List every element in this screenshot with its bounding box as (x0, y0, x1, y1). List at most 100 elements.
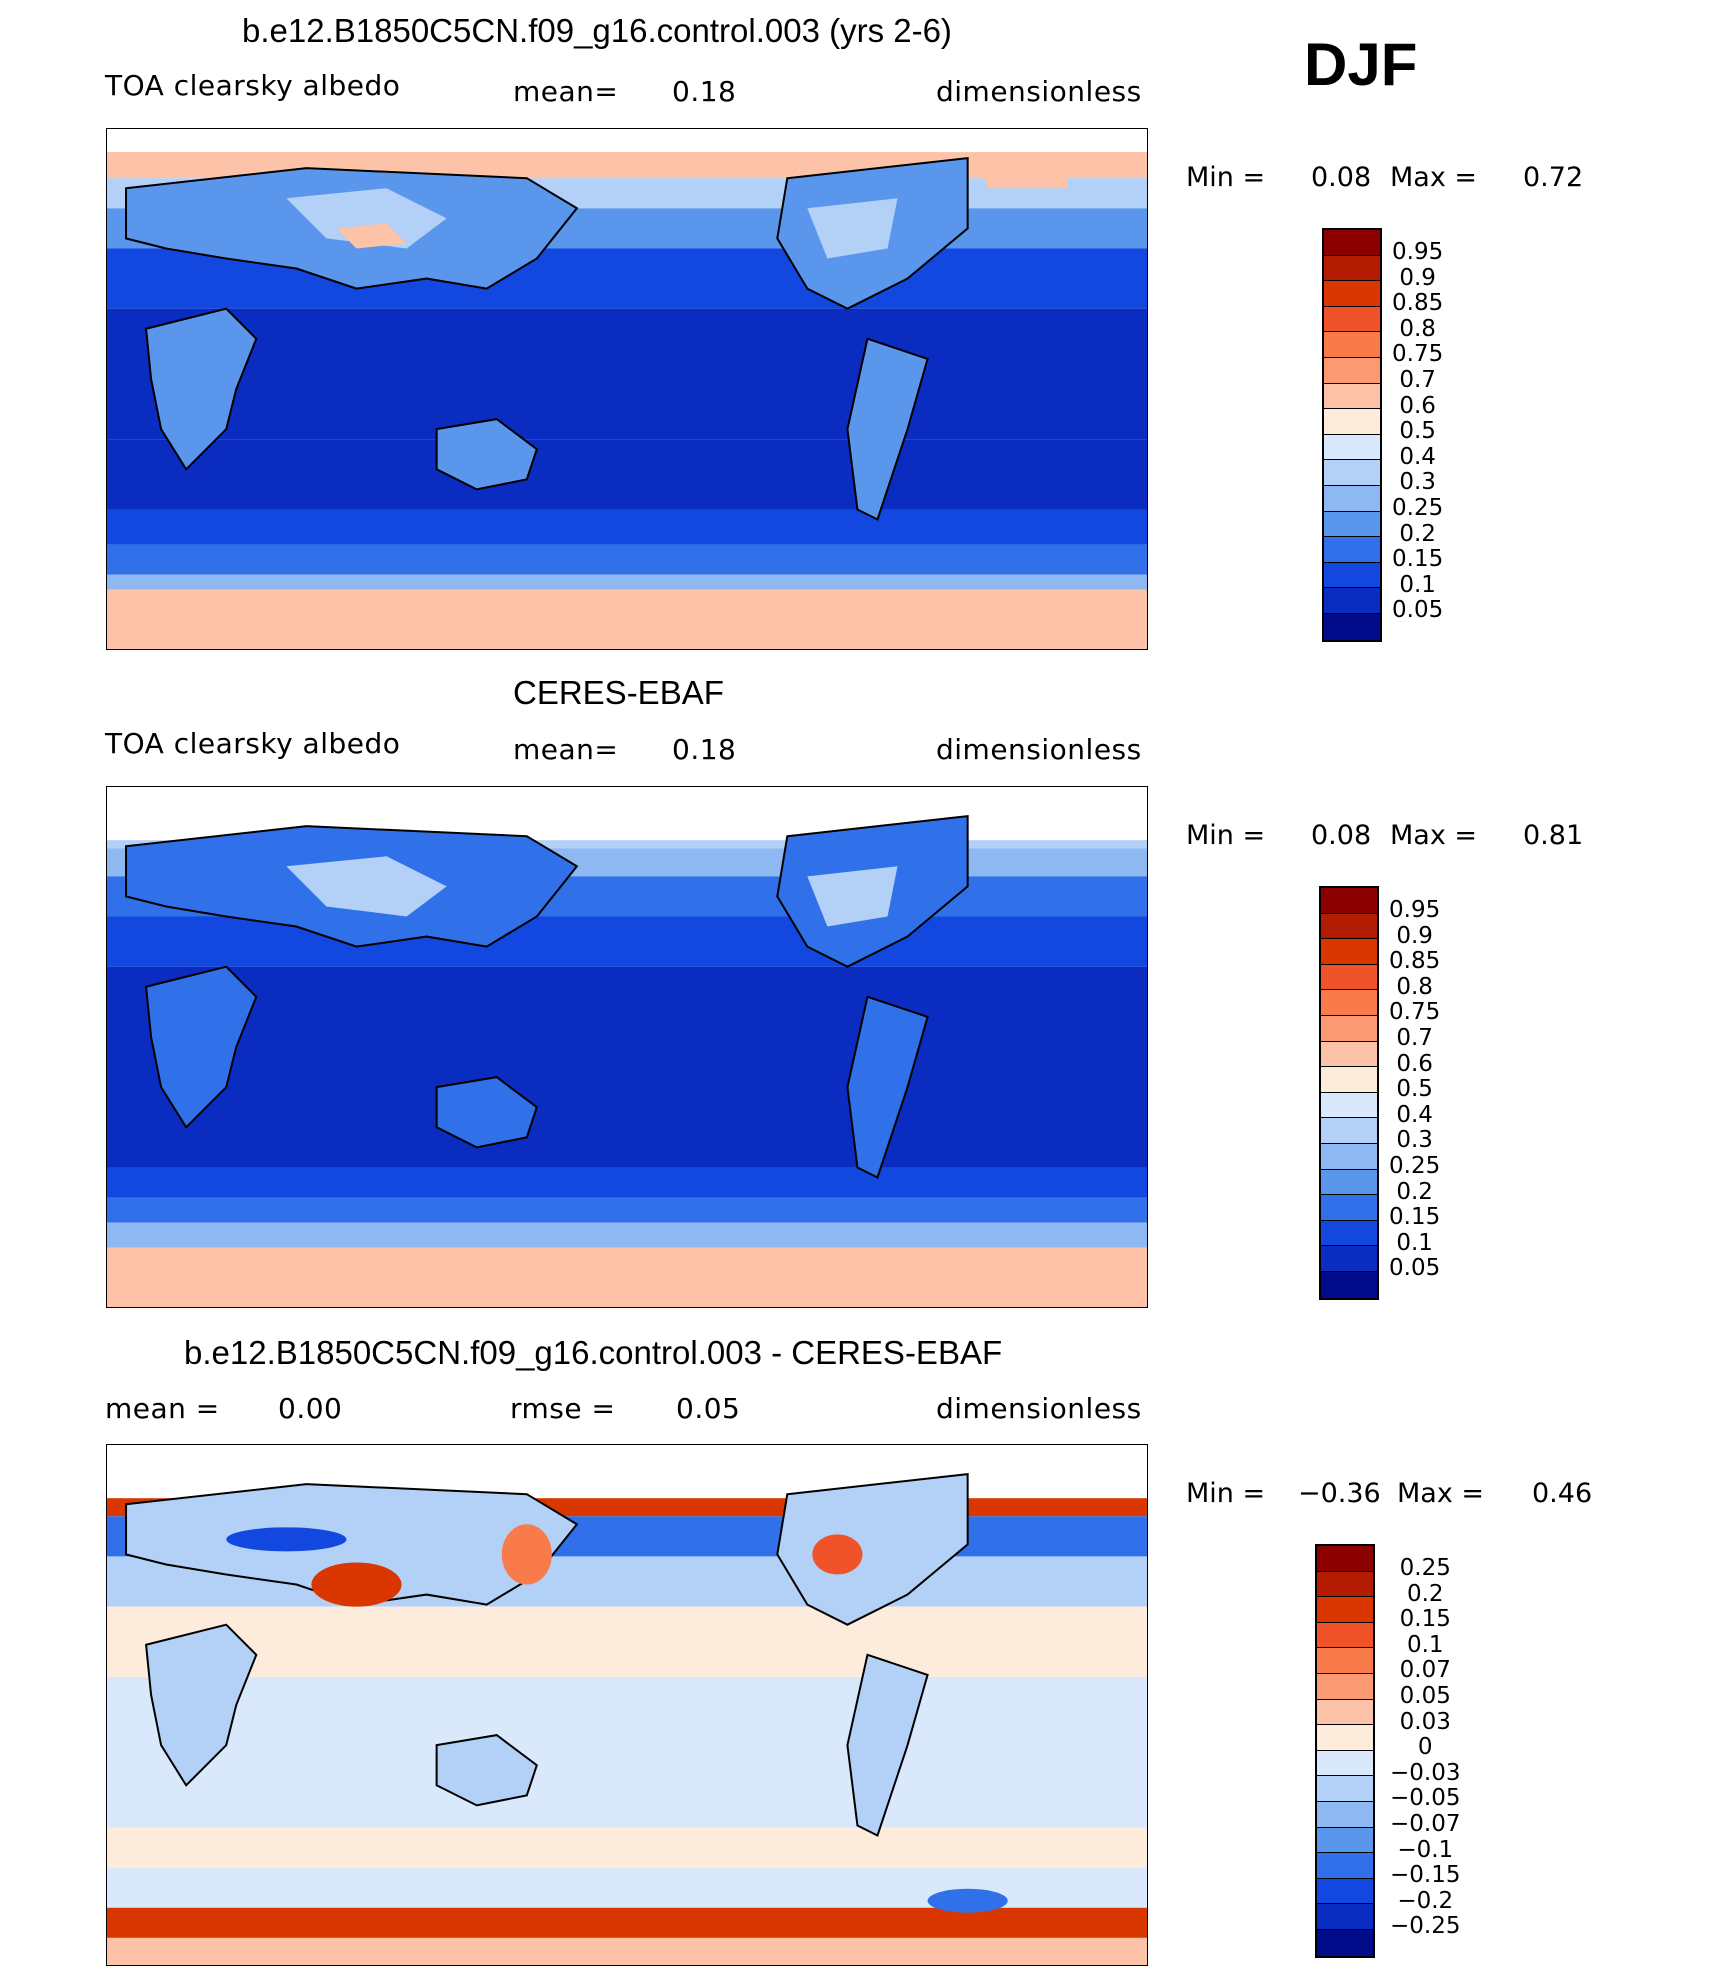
colorbar-tick-label: −0.03 (1390, 1759, 1461, 1786)
colorbar-tick-label: 0 (1417, 1734, 1433, 1761)
colorbar-swatch (1324, 588, 1380, 614)
colorbar-tick-label: −0.05 (1390, 1785, 1461, 1812)
panel-2-min-value: 0.08 (1311, 820, 1372, 851)
colorbar-tick-label: 0.03 (1399, 1708, 1451, 1735)
colorbar-swatch (1321, 1067, 1377, 1093)
colorbar-tick-label: 0.05 (1399, 1682, 1451, 1709)
colorbar-swatch (1317, 1878, 1373, 1905)
colorbar-swatch (1317, 1725, 1373, 1751)
colorbar-swatch (1321, 964, 1377, 991)
colorbar-swatch (1317, 1699, 1373, 1726)
panel-1-max-value: 0.72 (1523, 162, 1584, 193)
panel-2-max-value: 0.81 (1523, 820, 1584, 851)
colorbar-tick-label: 0.8 (1396, 973, 1433, 1000)
colorbar-tick-label: 0.6 (1396, 1050, 1433, 1077)
colorbar-swatch (1324, 613, 1380, 640)
colorbar-swatch (1317, 1801, 1373, 1828)
panel-3-min-label: Min = (1186, 1478, 1266, 1509)
colorbar-tick-label: 0.2 (1396, 1178, 1433, 1205)
colorbar-swatch (1321, 888, 1377, 914)
colorbar-swatch (1317, 1904, 1373, 1930)
colorbar-swatch (1321, 1118, 1377, 1144)
panel-2-mean-value: 0.18 (672, 733, 737, 766)
panel-2-map (106, 786, 1148, 1308)
colorbar-tick-label: 0.9 (1396, 922, 1433, 949)
panel-1-variable-label: TOA clearsky albedo (105, 69, 401, 102)
colorbar-tick-label: 0.4 (1396, 1101, 1433, 1128)
colorbar-swatch (1324, 409, 1380, 435)
colorbar-tick-label: 0.7 (1399, 366, 1436, 393)
panel-3-mean-label: mean = (105, 1392, 220, 1425)
panel-2-units: dimensionless (936, 733, 1142, 766)
colorbar-tick-label: 0.1 (1396, 1229, 1433, 1256)
panel-2-colorbar (1319, 886, 1379, 1300)
colorbar-tick-label: 0.7 (1396, 1024, 1433, 1051)
panel-2-variable-label: TOA clearsky albedo (105, 727, 401, 760)
panel-2-max-label: Max = (1390, 820, 1478, 851)
panel-1-max-label: Max = (1390, 162, 1478, 193)
panel-2-title: CERES-EBAF (513, 674, 724, 711)
panel-1-min-label: Min = (1186, 162, 1266, 193)
colorbar-swatch (1317, 1546, 1373, 1572)
colorbar-tick-label: 0.4 (1399, 443, 1436, 470)
colorbar-swatch (1321, 1220, 1377, 1247)
colorbar-tick-label: 0.05 (1392, 597, 1444, 624)
colorbar-tick-label: 0.75 (1392, 341, 1444, 368)
colorbar-tick-label: 0.3 (1399, 469, 1436, 496)
colorbar-tick-label: 0.07 (1399, 1657, 1451, 1684)
panel-1-title: b.e12.B1850C5CN.f09_g16.control.003 (yrs… (242, 12, 952, 49)
colorbar-swatch (1321, 1246, 1377, 1272)
colorbar-swatch (1317, 1571, 1373, 1598)
colorbar-swatch (1324, 511, 1380, 538)
panel-3-max-value: 0.46 (1532, 1478, 1593, 1509)
colorbar-swatch (1317, 1776, 1373, 1802)
panel-1-mean-value: 0.18 (672, 75, 737, 108)
panel-3-rmse-value: 0.05 (676, 1392, 741, 1425)
colorbar-swatch (1324, 562, 1380, 589)
colorbar-swatch (1321, 1195, 1377, 1221)
panel-3-min-value: −0.36 (1298, 1478, 1381, 1509)
colorbar-tick-label: 0.15 (1399, 1606, 1451, 1633)
colorbar-tick-label: −0.15 (1390, 1862, 1461, 1889)
colorbar-swatch (1317, 1622, 1373, 1649)
colorbar-tick-label: 0.95 (1392, 239, 1444, 265)
colorbar-swatch (1324, 460, 1380, 486)
colorbar-tick-label: 0.75 (1389, 999, 1441, 1026)
colorbar-swatch (1317, 1750, 1373, 1777)
colorbar-swatch (1321, 1271, 1377, 1298)
panel-3-title: b.e12.B1850C5CN.f09_g16.control.003 - CE… (184, 1334, 1003, 1371)
colorbar-tick-label: 0.5 (1399, 418, 1436, 445)
panel-3-map (106, 1444, 1148, 1966)
colorbar-tick-label: 0.2 (1406, 1580, 1444, 1607)
colorbar-tick-label: 0.25 (1389, 1152, 1441, 1179)
colorbar-swatch (1317, 1597, 1373, 1623)
colorbar-swatch (1317, 1648, 1373, 1674)
colorbar-tick-label: 0.25 (1392, 494, 1444, 521)
colorbar-swatch (1321, 913, 1377, 940)
colorbar-swatch (1324, 434, 1380, 461)
colorbar-tick-label: −0.1 (1397, 1836, 1454, 1863)
colorbar-swatch (1324, 332, 1380, 358)
colorbar-tick-label: 0.95 (1389, 897, 1441, 923)
colorbar-tick-label: 0.3 (1396, 1127, 1433, 1154)
colorbar-swatch (1324, 537, 1380, 563)
colorbar-tick-label: 0.05 (1389, 1255, 1441, 1282)
panel-3-units: dimensionless (936, 1392, 1142, 1425)
colorbar-tick-label: −0.2 (1397, 1887, 1454, 1914)
panel-1-colorbar-ticks: 0.95 0.9 0.85 0.8 0.75 0.7 0.6 0.5 0.4 0.3 0.25 0.2… (1392, 239, 1444, 624)
colorbar-tick-label: 0.6 (1399, 392, 1436, 419)
colorbar-tick-label: 0.15 (1392, 546, 1444, 573)
panel-1-mean-label: mean= (513, 75, 619, 108)
panel-3-rmse-label: rmse = (510, 1392, 616, 1425)
colorbar-swatch (1321, 990, 1377, 1016)
panel-2-colorbar-ticks: 0.95 0.9 0.85 0.8 0.75 0.7 0.6 0.5 0.4 0.3 0.25 0.2… (1389, 897, 1441, 1282)
colorbar-tick-label: 0.2 (1399, 520, 1436, 547)
colorbar-tick-label: 0.85 (1392, 290, 1444, 317)
colorbar-swatch (1321, 1015, 1377, 1042)
colorbar-swatch (1324, 281, 1380, 307)
panel-2-mean-label: mean= (513, 733, 619, 766)
season-label: DJF (1304, 31, 1418, 98)
colorbar-swatch (1324, 485, 1380, 512)
colorbar-tick-label: 0.1 (1406, 1631, 1444, 1658)
colorbar-swatch (1321, 1143, 1377, 1170)
